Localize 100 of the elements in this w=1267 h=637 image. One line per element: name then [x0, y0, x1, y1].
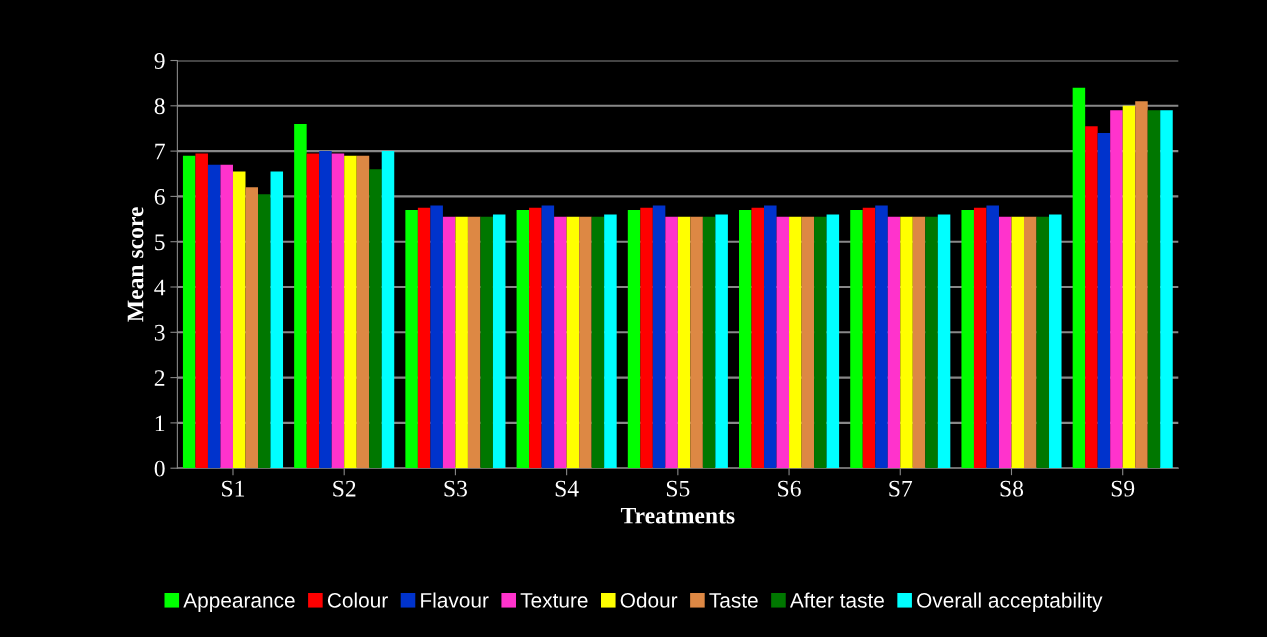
bar [579, 216, 592, 469]
bar [516, 210, 530, 469]
x-axis-title: Treatments [620, 507, 735, 524]
bar [677, 216, 691, 469]
bar [973, 207, 987, 469]
y-axis-title: Mean score [127, 207, 144, 322]
bar [801, 216, 815, 469]
bar [319, 151, 332, 469]
bar [652, 205, 666, 469]
bar [665, 216, 678, 469]
y-tick-label: 3 [154, 324, 165, 341]
bar [1122, 105, 1136, 469]
bar [417, 207, 431, 469]
x-tick-label: S5 [666, 480, 690, 497]
bar [554, 216, 567, 469]
x-tick-label: S3 [444, 480, 467, 497]
legend-label: Appearance [183, 593, 295, 612]
bar [986, 205, 999, 469]
x-tick-label: S8 [1000, 480, 1024, 497]
bar [640, 207, 653, 469]
x-tick-label: S9 [1111, 480, 1135, 497]
bar [344, 155, 357, 469]
bar [900, 216, 913, 469]
y-tick-label: 2 [154, 370, 165, 386]
bar [245, 187, 259, 469]
bar [690, 216, 703, 469]
bar [430, 205, 443, 469]
bar [1085, 126, 1098, 469]
bar [258, 194, 271, 469]
bar [220, 164, 233, 469]
bar [887, 216, 901, 469]
bar [776, 216, 790, 469]
bar [998, 216, 1012, 469]
x-tick-label: S4 [555, 480, 579, 497]
legend-label: Odour [620, 592, 678, 608]
bar [195, 153, 208, 469]
bar [1147, 110, 1161, 469]
bar [1135, 101, 1148, 469]
bar [814, 216, 827, 469]
bar [862, 207, 876, 469]
legend-label: Overall acceptability [917, 592, 1103, 612]
bar [270, 171, 284, 469]
bar [627, 210, 641, 469]
bar [739, 210, 752, 469]
bar [492, 214, 506, 469]
x-tick-label: S1 [222, 480, 245, 497]
bar [207, 164, 221, 469]
y-tick-label: 8 [154, 98, 165, 115]
y-tick-label: 4 [154, 279, 166, 296]
legend-label: Texture [520, 593, 588, 608]
bar [715, 214, 728, 469]
bar [751, 207, 765, 469]
bar [529, 207, 542, 469]
bar [381, 151, 395, 469]
bar [182, 155, 196, 469]
bar [912, 216, 926, 469]
bar [442, 216, 456, 469]
bar [591, 216, 605, 469]
bar [937, 214, 951, 469]
legend-label: After taste [789, 592, 884, 608]
bar [369, 169, 382, 469]
bar [356, 155, 370, 469]
y-tick-label: 7 [155, 143, 165, 160]
bar [1024, 216, 1037, 469]
bar [1110, 110, 1123, 469]
bar [789, 216, 802, 469]
y-tick-label: 0 [154, 460, 165, 477]
legend-label: Taste [709, 593, 758, 608]
bar [566, 216, 580, 469]
x-tick-label: S6 [778, 480, 801, 497]
x-tick-label: S2 [333, 480, 356, 497]
bar [294, 123, 307, 469]
bar [1036, 216, 1050, 469]
bar [232, 171, 246, 469]
y-tick-label: 9 [154, 53, 165, 69]
bar [826, 214, 840, 469]
legend-label: Colour [327, 592, 388, 608]
bar [702, 216, 716, 469]
y-tick-label: 6 [154, 188, 165, 205]
bar [1097, 132, 1111, 469]
bar [925, 216, 938, 469]
bar [306, 153, 320, 469]
bar [1072, 87, 1086, 469]
bar [875, 205, 888, 469]
bar [961, 210, 974, 469]
bar [541, 205, 555, 469]
bar [1049, 214, 1062, 469]
bar [850, 210, 863, 469]
bar [1160, 110, 1173, 469]
bar [604, 214, 617, 469]
y-tick-label: 1 [155, 415, 165, 432]
bar [480, 216, 493, 469]
bar [455, 216, 468, 469]
bar [467, 216, 481, 469]
y-tick-label: 5 [155, 234, 165, 251]
bar [1011, 216, 1024, 469]
bar [331, 153, 345, 469]
legend-label: Flavour [421, 592, 489, 608]
x-tick-label: S7 [889, 480, 913, 497]
bar [405, 210, 418, 469]
